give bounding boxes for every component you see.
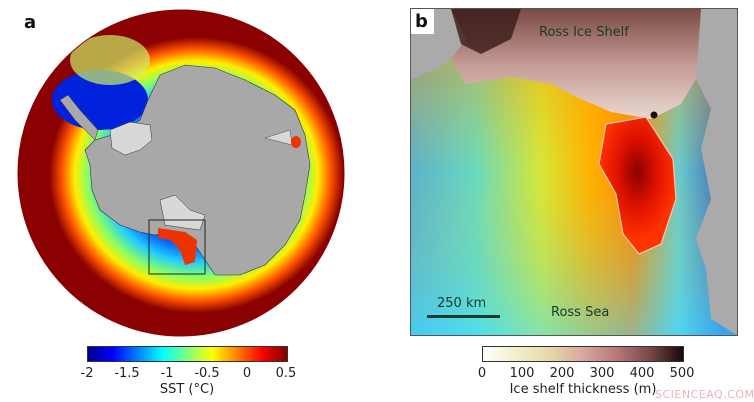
ross-ice-shelf-label: Ross Ice Shelf <box>539 25 629 40</box>
sst-colorbar-title: SST (°C) <box>159 382 215 397</box>
sst-tick: -1 <box>160 366 174 381</box>
sst-tick: -1.5 <box>114 366 140 381</box>
ice-tick: 500 <box>669 366 695 381</box>
panel-a-antarctica-sst-map: a <box>0 0 380 340</box>
scale-bar <box>427 315 500 318</box>
ross-region-box <box>148 219 206 275</box>
panel-b-ross-sea-map: b Ross Ice Shelf Ross Sea 250 km <box>410 8 738 336</box>
ice-colorbar-title: Ice shelf thickness (m) <box>509 382 657 397</box>
sst-colorbar <box>87 346 288 362</box>
ice-tick: 400 <box>629 366 655 381</box>
panel-a-label: a <box>24 12 37 33</box>
ice-tick: 100 <box>509 366 535 381</box>
ice-thickness-colorbar <box>482 346 684 362</box>
ross-sea-label: Ross Sea <box>551 305 610 320</box>
sst-tick: -2 <box>80 366 94 381</box>
sst-tick: 0.5 <box>275 366 297 381</box>
ice-tick: 200 <box>549 366 575 381</box>
ross-sea-map <box>411 9 737 335</box>
location-marker <box>650 111 658 119</box>
ice-tick: 0 <box>477 366 487 381</box>
sst-tick: -0.5 <box>194 366 220 381</box>
watermark: SCIENCEAQ.COM <box>655 388 754 401</box>
antarctica-map <box>17 9 345 337</box>
panel-b-label: b <box>411 9 434 34</box>
ice-tick: 300 <box>589 366 615 381</box>
scale-bar-label: 250 km <box>437 296 487 311</box>
sst-tick: 0 <box>242 366 252 381</box>
